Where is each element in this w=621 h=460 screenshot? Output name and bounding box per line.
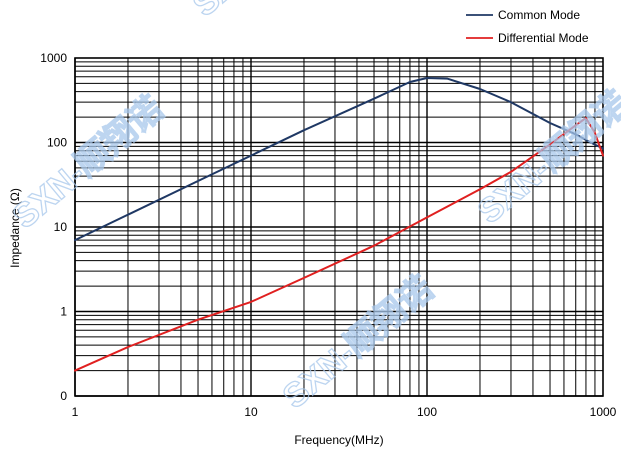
plot-frame: [74, 57, 604, 397]
y-tick-label: 100: [47, 136, 67, 150]
series-line-differential-mode: [74, 117, 604, 372]
y-tick-labels: 0 1 10 100 1000: [40, 51, 67, 403]
x-tick-label: 1: [72, 405, 79, 419]
x-tick-label: 10: [244, 405, 258, 419]
y-tick-label: 0: [60, 389, 67, 403]
y-tick-label: 10: [54, 220, 68, 234]
series-layer: [74, 77, 604, 372]
y-tick-label: 1: [60, 305, 67, 319]
legend-label-differential-mode: Differential Mode: [498, 31, 589, 45]
y-tick-label: 1000: [40, 51, 67, 65]
x-axis-label: Frequency(MHz): [294, 433, 383, 447]
x-tick-labels: 1 10 100 1000: [72, 405, 617, 419]
x-tick-label: 1000: [590, 405, 617, 419]
x-tick-label: 100: [417, 405, 437, 419]
y-axis-label: Impedance (Ω): [8, 188, 22, 268]
legend-label-common-mode: Common Mode: [498, 8, 580, 22]
legend: Common Mode Differential Mode: [466, 8, 589, 45]
